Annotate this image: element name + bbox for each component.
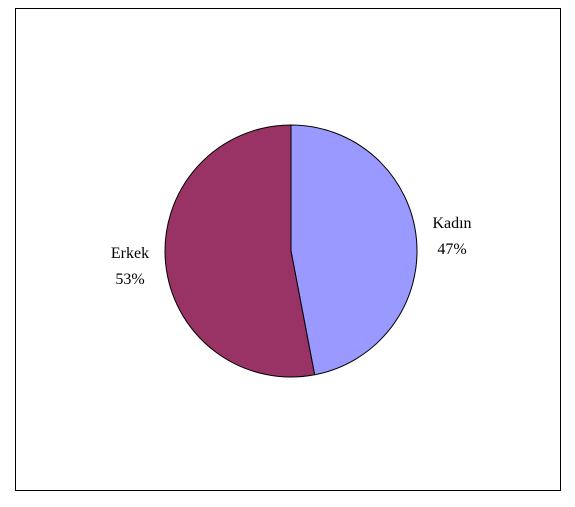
pie-labels: Kadın 47% Erkek 53% bbox=[111, 215, 472, 288]
slice-category-label: Erkek bbox=[111, 245, 149, 262]
pie-slice-erkek bbox=[164, 124, 316, 378]
pie-slice-kad-n bbox=[290, 124, 418, 376]
slice-percent-label: 47% bbox=[437, 241, 466, 258]
slice-percent-label: 53% bbox=[115, 271, 144, 288]
slice-category-label: Kadın bbox=[432, 215, 471, 232]
pie-slices bbox=[164, 124, 418, 378]
